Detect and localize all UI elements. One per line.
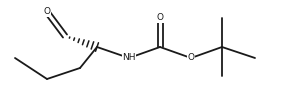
Text: NH: NH: [122, 54, 136, 63]
Text: O: O: [43, 8, 51, 17]
Text: O: O: [187, 54, 195, 63]
Text: O: O: [156, 13, 164, 22]
